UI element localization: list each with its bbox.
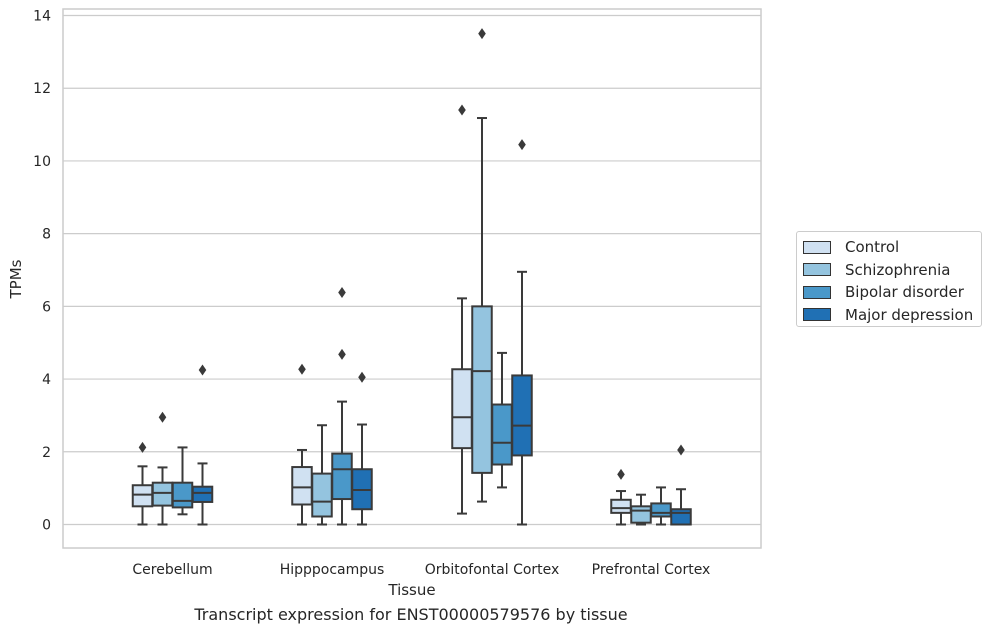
- box-iqr: [650, 502, 672, 518]
- box-bipolar-disorder-3: [650, 486, 672, 526]
- legend: Control Schizophrenia Bipolar disorder M…: [796, 231, 982, 327]
- legend-label: Bipolar disorder: [845, 283, 964, 302]
- box-iqr: [311, 472, 333, 518]
- x-tick-label: Prefrontal Cortex: [592, 562, 711, 578]
- y-tick-label: 8: [42, 227, 51, 243]
- outlier-point: [518, 139, 526, 151]
- legend-swatch: [803, 263, 831, 277]
- box-schizophrenia-2: [471, 28, 493, 503]
- plot-area-frame: [62, 8, 762, 549]
- legend-label: Control: [845, 238, 900, 257]
- outlier-point: [338, 287, 346, 299]
- y-tick-label: 4: [42, 372, 51, 388]
- box-iqr: [171, 481, 194, 509]
- y-tick-labels: 0 2 4 6 8 10 12 14: [33, 9, 51, 534]
- box-iqr: [131, 484, 154, 508]
- box-bipolar-disorder-2: [491, 351, 513, 489]
- y-tick-label: 12: [33, 81, 51, 97]
- legend-label: Major depression: [845, 305, 974, 324]
- box-iqr: [151, 481, 174, 507]
- outlier-point: [358, 371, 366, 383]
- box-major-depression-3: [670, 444, 692, 526]
- box-iqr: [331, 452, 353, 501]
- box-control-1: [291, 363, 313, 526]
- legend-item-control: Control: [803, 236, 981, 259]
- box-iqr: [491, 403, 513, 466]
- outlier-point: [458, 104, 466, 116]
- legend-swatch: [803, 240, 831, 254]
- box-bipolar-disorder-1: [331, 287, 353, 526]
- outlier-point: [138, 441, 147, 453]
- box-control-0: [131, 441, 154, 526]
- box-iqr: [191, 485, 214, 503]
- legend-swatch: [803, 285, 831, 299]
- legend-swatch: [803, 308, 831, 322]
- outlier-point: [338, 348, 346, 360]
- box-schizophrenia-3: [630, 493, 652, 526]
- box-iqr: [471, 305, 493, 474]
- outlier-point: [677, 444, 685, 456]
- outlier-point: [298, 363, 306, 375]
- box-schizophrenia-0: [151, 411, 174, 526]
- box-iqr: [291, 466, 313, 506]
- y-tick-label: 2: [42, 445, 51, 461]
- box-major-depression-1: [351, 371, 373, 526]
- outlier-point: [198, 364, 207, 376]
- x-axis-label: Tissue: [387, 581, 435, 599]
- box-schizophrenia-1: [311, 424, 333, 526]
- y-tick-label: 6: [42, 299, 51, 315]
- legend-item-bipolar: Bipolar disorder: [803, 281, 981, 304]
- box-major-depression-2: [511, 139, 533, 526]
- x-tick-label: Orbitofontal Cortex: [425, 562, 560, 578]
- box-iqr: [511, 374, 533, 457]
- box-iqr: [630, 505, 652, 524]
- box-bipolar-disorder-0: [171, 446, 194, 516]
- x-tick-label: Cerebellum: [132, 562, 212, 578]
- legend-item-major-depression: Major depression: [803, 304, 981, 327]
- x-tick-labels: Cerebellum Hipppocampus Orbitofontal Corte…: [132, 562, 710, 578]
- figure-caption: Transcript expression for ENST0000057957…: [194, 605, 628, 624]
- y-axis-label: TPMs: [7, 259, 25, 299]
- outlier-point: [478, 28, 486, 40]
- x-tick-label: Hipppocampus: [280, 562, 385, 578]
- grid-lines: [63, 14, 761, 526]
- y-tick-label: 0: [42, 518, 51, 534]
- box-major-depression-0: [191, 364, 214, 526]
- box-iqr: [451, 368, 473, 450]
- boxes-layer: [131, 28, 692, 526]
- outlier-point: [617, 468, 625, 480]
- y-tick-label: 10: [33, 154, 51, 170]
- box-iqr: [610, 498, 632, 514]
- y-tick-label: 14: [33, 9, 51, 25]
- legend-label: Schizophrenia: [845, 260, 951, 279]
- outlier-point: [158, 411, 167, 423]
- legend-item-schizophrenia: Schizophrenia: [803, 259, 981, 282]
- box-iqr: [670, 508, 692, 526]
- box-control-3: [610, 468, 632, 526]
